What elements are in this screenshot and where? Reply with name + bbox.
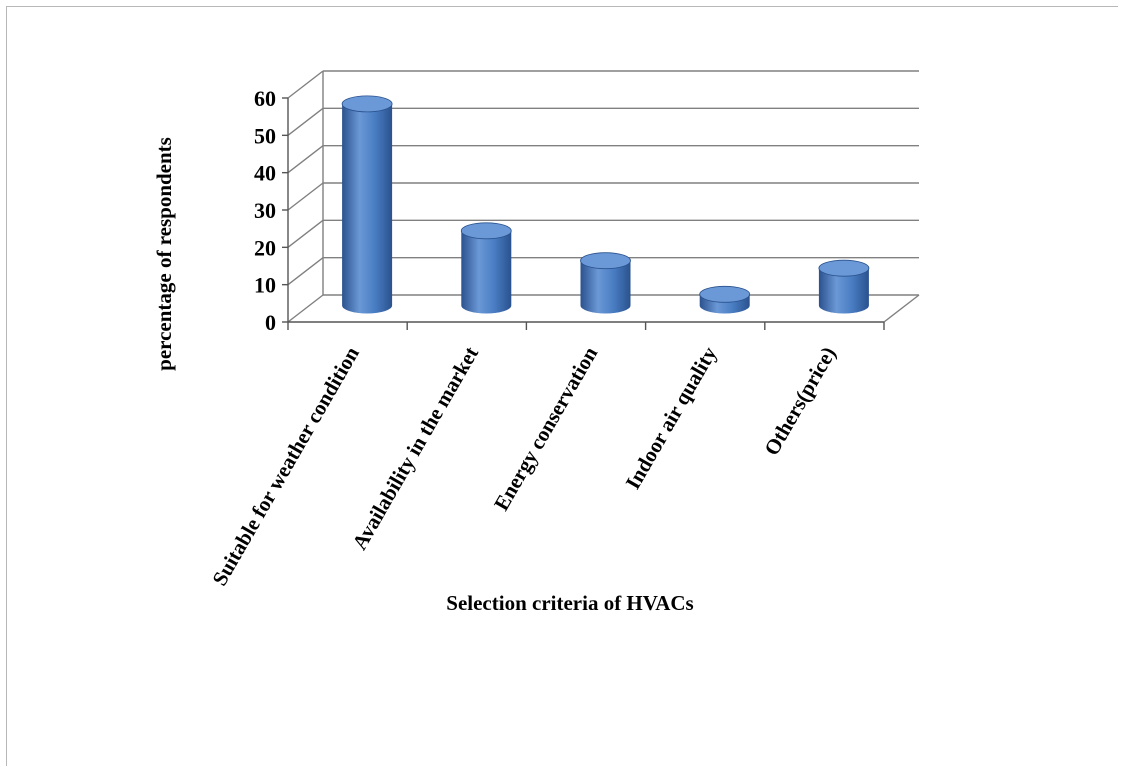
x-category-label: Suitable for weather condition — [207, 342, 364, 590]
bar-top — [699, 285, 751, 303]
gridline-depth — [287, 294, 324, 323]
y-axis-title: percentage of respondents — [152, 137, 176, 371]
gridline-depth — [287, 182, 324, 211]
bar-body — [342, 103, 393, 314]
bar — [818, 259, 870, 314]
chart-frame — [6, 6, 1118, 766]
x-category-label: Indoor air quality — [621, 342, 722, 493]
y-tick-label: 10 — [254, 273, 276, 298]
bar — [699, 285, 751, 314]
x-axis-title: Selection criteria of HVACs — [446, 591, 693, 615]
bar-body — [818, 268, 869, 314]
y-tick-label: 40 — [254, 161, 276, 186]
bar — [460, 222, 512, 314]
gridline-depth — [287, 257, 324, 286]
y-tick-label: 60 — [254, 86, 276, 111]
x-category-label: Others(price) — [759, 343, 840, 460]
gridline-depth — [287, 107, 324, 136]
x-category-label: Energy conservation — [489, 342, 602, 514]
y-tick-label: 0 — [265, 310, 276, 335]
bar-top — [341, 95, 393, 113]
y-tick-label: 50 — [254, 123, 276, 148]
gridline-depth — [287, 219, 324, 248]
axes — [282, 71, 920, 330]
bar-top — [818, 259, 870, 277]
y-tick-label: 20 — [254, 235, 276, 260]
gridline-depth — [287, 70, 324, 99]
bar-body — [461, 230, 512, 314]
bar-body — [580, 260, 631, 314]
bar — [580, 252, 631, 314]
gridline-depth — [287, 145, 324, 174]
x-category-label: Availability in the market — [347, 342, 483, 553]
bars — [341, 95, 870, 314]
bar — [341, 95, 393, 314]
y-tick-label: 30 — [254, 198, 276, 223]
bar-top — [460, 222, 512, 240]
bar-top — [580, 252, 631, 270]
floor-right-edge — [883, 294, 920, 323]
